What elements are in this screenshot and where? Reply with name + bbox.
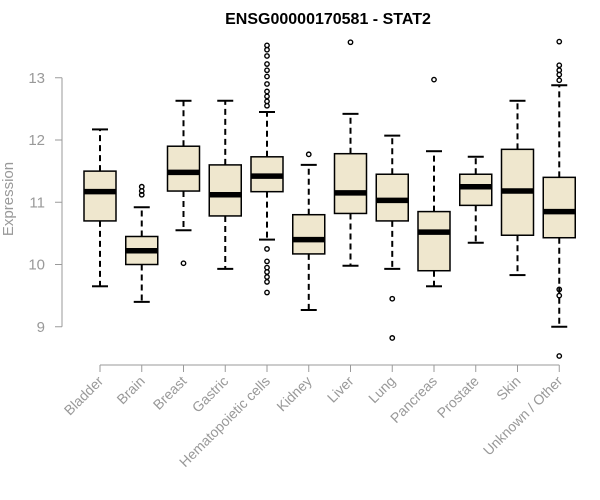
outlier-point: [556, 38, 563, 45]
x-tick-label: Kidney: [273, 373, 315, 415]
boxes: [83, 38, 576, 359]
outlier-point: [305, 151, 312, 158]
outlier-point: [264, 81, 270, 87]
outlier-point: [264, 274, 270, 280]
box-group: [542, 38, 576, 359]
x-tick-label: Prostate: [434, 373, 482, 421]
outlier-point: [264, 53, 270, 59]
outlier-point: [264, 98, 270, 105]
outlier-point: [264, 289, 270, 296]
outlier-point: [264, 264, 270, 271]
outlier-point: [264, 42, 270, 49]
outlier-point: [180, 260, 187, 267]
outlier-point: [389, 335, 396, 341]
box-group: [208, 99, 242, 270]
box-iqr: [459, 173, 493, 207]
outlier-point: [556, 353, 563, 359]
chart-title: ENSG00000170581 - STAT2: [225, 11, 431, 28]
outlier-point: [556, 292, 563, 299]
box-iqr: [208, 164, 242, 217]
outlier-point: [264, 93, 270, 100]
outlier-point: [264, 279, 270, 285]
outlier-point: [264, 73, 270, 80]
box-iqr: [375, 173, 409, 222]
y-axis: 9 10 11 12 13: [28, 70, 63, 336]
outlier-point: [556, 77, 563, 84]
box-group: [417, 76, 451, 288]
y-tick-label: 10: [28, 257, 45, 274]
box-group: [375, 134, 409, 341]
box-iqr: [83, 170, 117, 222]
x-tick-label: Liver: [324, 373, 357, 406]
box-iqr: [292, 213, 326, 255]
box-iqr: [417, 210, 451, 272]
box-group: [250, 42, 284, 296]
outlier-point: [556, 62, 563, 69]
x-tick-label: Skin: [493, 373, 524, 404]
box-group: [83, 128, 117, 288]
box-group: [292, 151, 326, 311]
x-tick-label: Breast: [150, 373, 190, 413]
box-group: [459, 155, 493, 244]
x-tick-label: Lung: [365, 373, 398, 406]
outlier-point: [556, 286, 563, 293]
y-tick-label: 13: [28, 70, 45, 87]
box-group: [500, 99, 535, 277]
box-iqr: [542, 176, 576, 239]
x-tick-label: Unknown / Other: [480, 373, 566, 459]
x-tick-label: Brain: [113, 373, 147, 407]
box-group: [125, 183, 159, 303]
y-tick-label: 12: [28, 132, 45, 149]
box-group: [333, 39, 368, 267]
outlier-point: [389, 295, 396, 302]
outlier-point: [264, 61, 270, 67]
box-iqr: [166, 145, 201, 192]
outlier-point: [264, 67, 270, 74]
outlier-point: [264, 246, 270, 252]
x-tick-label: Bladder: [61, 373, 107, 419]
outlier-point: [138, 183, 145, 190]
box-iqr: [333, 152, 368, 215]
y-tick-label: 11: [29, 194, 45, 211]
outlier-point: [264, 258, 270, 265]
outlier-point: [264, 88, 270, 95]
y-axis-label: Expression: [0, 162, 17, 236]
box-group: [166, 99, 201, 267]
outlier-point: [556, 67, 563, 74]
outlier-point: [431, 76, 437, 83]
y-tick-label: 9: [37, 319, 45, 336]
outlier-point: [347, 39, 354, 46]
